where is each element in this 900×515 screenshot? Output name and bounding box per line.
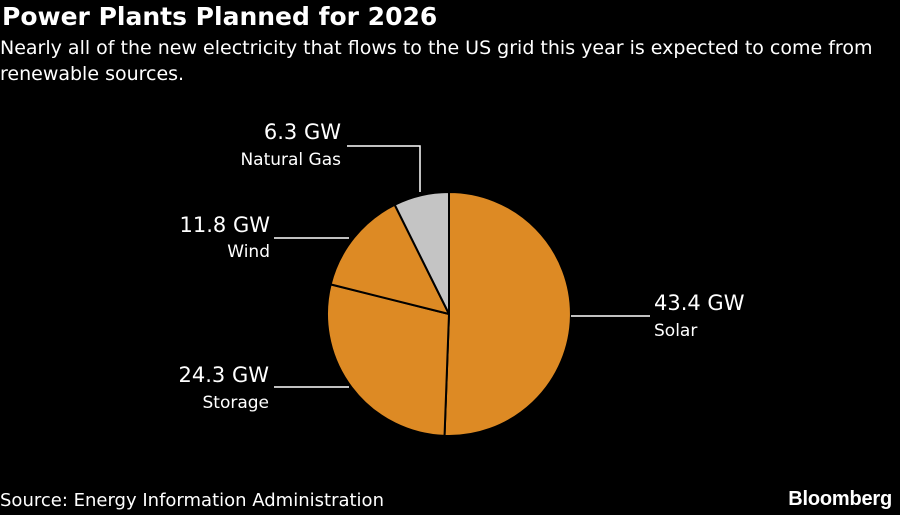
leader-line-natural-gas: [347, 145, 421, 192]
pie-slice-wind: [329, 203, 450, 315]
slice-label-solar: Solar: [654, 321, 697, 341]
bloomberg-logo: Bloomberg: [788, 488, 892, 510]
slice-value-wind: 11.8 GW: [180, 213, 271, 237]
pie-slice-solar: [443, 191, 572, 437]
slice-value-solar: 43.4 GW: [654, 291, 745, 315]
slice-label-storage: Storage: [202, 393, 269, 413]
chart-subtitle: Nearly all of the new electricity that f…: [0, 37, 873, 85]
pie-slice-storage: [326, 283, 450, 437]
pie-slices: [326, 191, 572, 437]
slice-label-natural-gas: Natural Gas: [240, 150, 341, 170]
slice-value-natural-gas: 6.3 GW: [264, 120, 341, 144]
pie-labels: 43.4 GW Solar 24.3 GW Storage 11.8 GW Wi…: [179, 120, 745, 413]
slice-value-storage: 24.3 GW: [179, 363, 270, 387]
slice-label-wind: Wind: [227, 242, 270, 262]
pie-slice-natural-gas: [393, 191, 450, 315]
source-note: Source: Energy Information Administratio…: [0, 490, 384, 511]
chart-title: Power Plants Planned for 2026: [2, 2, 438, 31]
